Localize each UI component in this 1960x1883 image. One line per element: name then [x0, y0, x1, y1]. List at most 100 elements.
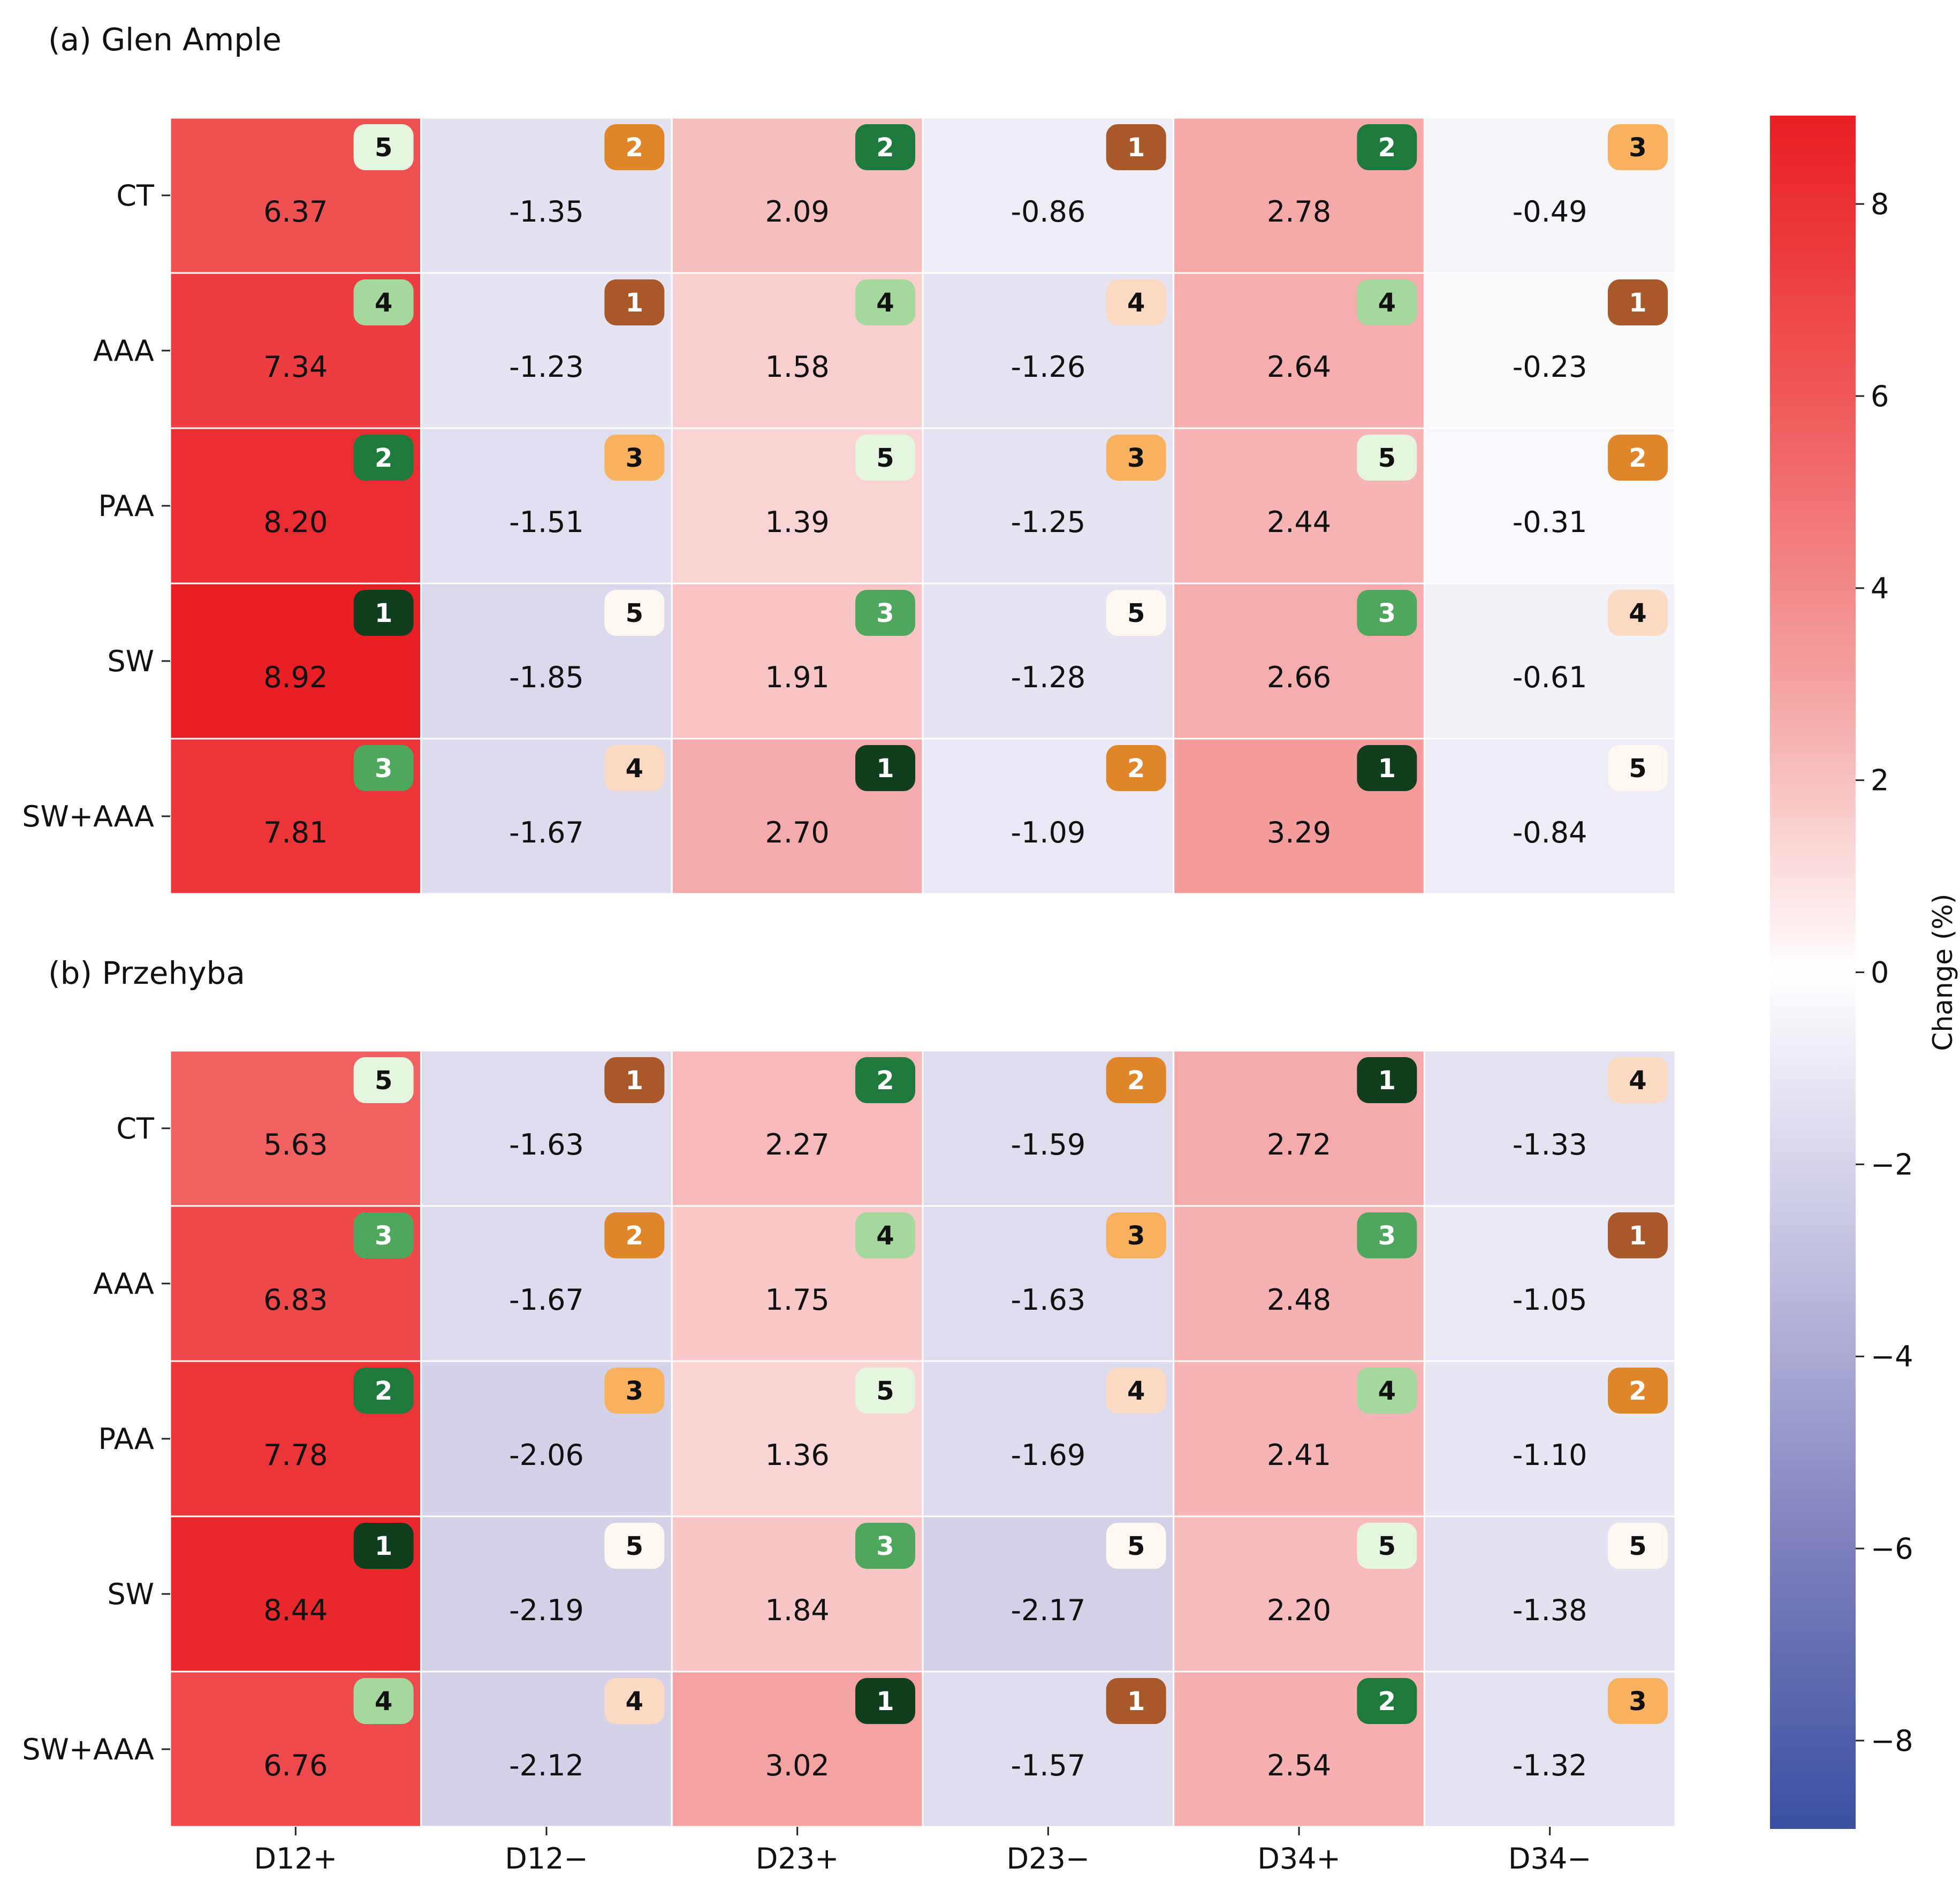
rank-badge-label: 2 [375, 443, 392, 473]
rank-badge-label: 5 [375, 1066, 392, 1096]
rank-badge [353, 1523, 414, 1569]
heatmap-panel-a: (a) Glen Ample 6.37 5 -1.35 2 2.09 2 -0.86 1 2.78… [22, 21, 1676, 895]
rank-badge [604, 124, 665, 170]
cell-value-label: -1.63 [1011, 1283, 1085, 1317]
rank-badge-label: 5 [1127, 1531, 1145, 1561]
rank-badge-label: 2 [626, 1221, 643, 1251]
rank-badge-label: 1 [876, 754, 894, 784]
rank-badge [1106, 1212, 1166, 1258]
row-label: PAA [98, 1422, 155, 1456]
rank-badge-label: 1 [1378, 1066, 1396, 1096]
rank-badge [855, 124, 915, 170]
rank-badge [855, 279, 915, 325]
cell-value-label: -0.31 [1513, 505, 1587, 539]
rank-badge [1357, 1212, 1417, 1258]
rank-badge-label: 3 [1629, 1687, 1646, 1717]
cell-value-label: -1.38 [1513, 1593, 1587, 1627]
cell-value-label: 1.84 [765, 1593, 830, 1627]
rank-badge-label: 5 [1378, 1531, 1396, 1561]
rank-badge [353, 1368, 414, 1414]
rank-badge [1106, 1368, 1166, 1414]
rank-badge-label: 4 [1629, 1066, 1646, 1096]
cell-value-label: -1.57 [1011, 1749, 1085, 1782]
rank-badge [1357, 435, 1417, 481]
rank-badge-label: 1 [626, 288, 643, 318]
cell-value-label: 7.34 [263, 350, 328, 384]
rank-badge [855, 1523, 915, 1569]
colorbar-tick-label: 2 [1871, 764, 1889, 798]
rank-badge-label: 5 [876, 1376, 894, 1406]
cell-value-label: 8.44 [263, 1593, 328, 1627]
colorbar-gradient [1770, 116, 1856, 1829]
cell-value-label: 1.36 [765, 1438, 830, 1472]
cell-value-label: -0.61 [1513, 660, 1587, 694]
cell-value-label: 2.64 [1267, 350, 1331, 384]
rank-badge-label: 3 [1378, 598, 1396, 628]
cell-value-label: 2.09 [765, 195, 830, 229]
rank-badge [1608, 279, 1668, 325]
rank-badge-label: 4 [1378, 288, 1396, 318]
rank-badge [1357, 1523, 1417, 1569]
cell-value-label: -1.23 [509, 350, 584, 384]
rank-badge-label: 1 [1127, 133, 1145, 163]
rank-badge [1357, 745, 1417, 791]
cell-value-label: -1.25 [1011, 505, 1085, 539]
rank-badge [1106, 745, 1166, 791]
rank-badge-label: 3 [626, 443, 643, 473]
panel-title: (a) Glen Ample [48, 21, 282, 58]
rank-badge-label: 4 [626, 754, 643, 784]
cell-value-label: -1.10 [1513, 1438, 1587, 1472]
cell-value-label: -1.26 [1011, 350, 1085, 384]
rank-badge [1106, 590, 1166, 636]
rank-badge-label: 5 [1629, 1531, 1646, 1561]
rank-badge [1357, 124, 1417, 170]
rank-badge [353, 590, 414, 636]
cell-value-label: -0.84 [1513, 816, 1587, 849]
rank-badge [1608, 124, 1668, 170]
column-label: D12+ [254, 1842, 338, 1876]
rank-badge-label: 2 [1378, 133, 1396, 163]
cell-value-label: 2.44 [1267, 505, 1331, 539]
rank-badge [1357, 1678, 1417, 1724]
rank-badge [855, 1678, 915, 1724]
cell-value-label: 8.20 [263, 505, 328, 539]
cell-value-label: 2.41 [1267, 1438, 1331, 1472]
colorbar-label: Change (%) [1927, 894, 1958, 1051]
rank-badge-label: 5 [626, 1531, 643, 1561]
rank-badge-label: 1 [1629, 288, 1646, 318]
cell-value-label: 1.75 [765, 1283, 830, 1317]
rank-badge [1106, 1678, 1166, 1724]
rank-badge [604, 1057, 665, 1103]
rank-badge-label: 3 [626, 1376, 643, 1406]
rank-badge [604, 435, 665, 481]
rank-badge-label: 5 [375, 133, 392, 163]
cell-value-label: -1.63 [509, 1128, 584, 1161]
rank-badge-label: 2 [1127, 1066, 1145, 1096]
cell-value-label: 8.92 [263, 660, 328, 694]
rank-badge [1608, 745, 1668, 791]
rank-badge-label: 1 [1378, 754, 1396, 784]
rank-badge [353, 745, 414, 791]
rank-badge-label: 4 [876, 1221, 894, 1251]
rank-badge [855, 590, 915, 636]
cell-value-label: 6.83 [263, 1283, 328, 1317]
cell-value-label: -1.32 [1513, 1749, 1587, 1782]
colorbar-tick-label: 8 [1871, 187, 1889, 221]
rank-badge [604, 745, 665, 791]
rank-badge-label: 2 [626, 133, 643, 163]
cell-value-label: 2.48 [1267, 1283, 1331, 1317]
rank-badge-label: 1 [375, 1531, 392, 1561]
rank-badge [1608, 1212, 1668, 1258]
rank-badge-label: 1 [375, 598, 392, 628]
rank-badge [353, 124, 414, 170]
rank-badge-label: 2 [876, 133, 894, 163]
column-label: D23− [1007, 1842, 1090, 1876]
rank-badge [1608, 1523, 1668, 1569]
rank-badge [1357, 1057, 1417, 1103]
rank-badge-label: 3 [375, 1221, 392, 1251]
cell-value-label: -1.05 [1513, 1283, 1587, 1317]
cell-value-label: 2.20 [1267, 1593, 1331, 1627]
row-label: CT [116, 179, 155, 212]
heatmap-panel-b: (b) Przehyba 5.63 5 -1.63 1 2.27 2 -1.59 2 2.72 1 -… [22, 955, 1676, 1876]
cell-value-label: 7.78 [263, 1438, 328, 1472]
